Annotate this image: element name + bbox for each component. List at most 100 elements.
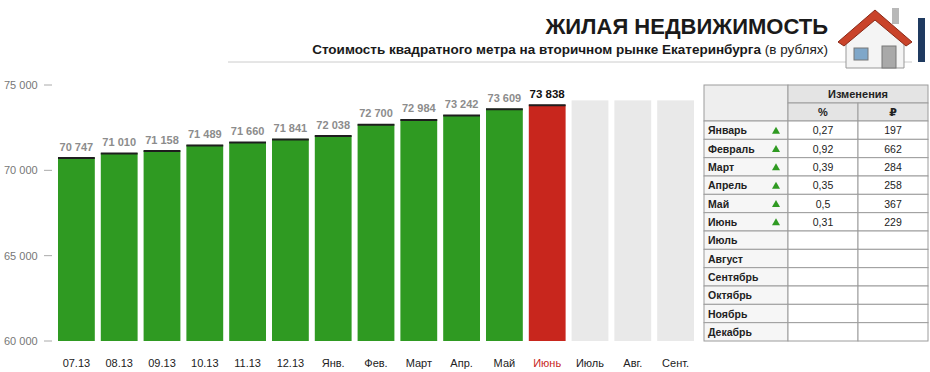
bar-cap	[101, 153, 138, 155]
table-label-cell	[704, 268, 788, 286]
table-row-label: Май	[708, 198, 729, 210]
table-value-cell	[788, 304, 858, 322]
y-tick-label: 70 000	[4, 164, 38, 176]
table-label-cell	[704, 139, 788, 157]
table-value-cell	[858, 304, 928, 322]
table-value-cell	[858, 121, 928, 139]
header-rule	[228, 62, 912, 63]
table-value-cell	[788, 286, 858, 304]
subtitle-main: Стоимость квадратного метра на вторичном…	[312, 42, 761, 57]
bar	[315, 136, 352, 341]
table-label-cell	[704, 213, 788, 231]
table-value-cell	[858, 139, 928, 157]
data-label: 73 609	[488, 92, 522, 104]
data-label: 71 489	[188, 128, 222, 140]
bar-cap	[58, 157, 95, 159]
trend-up-icon	[772, 218, 780, 225]
bar-cap	[529, 104, 566, 106]
trend-up-icon	[772, 163, 780, 170]
y-axis: 60 000 65 000 70 000 75 000	[4, 79, 52, 347]
table-value-cell	[788, 121, 858, 139]
chart-root: ЖИЛАЯ НЕДВИЖИМОСТЬСтоимость квадратного …	[0, 0, 930, 372]
table-value-cell	[788, 194, 858, 212]
table-value: 0,39	[813, 161, 834, 173]
table-row-label: Сентябрь	[708, 271, 759, 283]
bar	[229, 142, 266, 341]
bar-cap	[144, 150, 181, 152]
data-label: 73 838	[530, 88, 566, 100]
table-value: 0,31	[813, 216, 834, 228]
y-tick	[44, 255, 52, 256]
x-tick-label: 09.13	[148, 357, 176, 369]
data-label: 73 242	[445, 98, 479, 110]
data-label: 72 700	[359, 107, 393, 119]
table-label-cell	[704, 176, 788, 194]
bar	[443, 115, 480, 341]
y-tick-label: 75 000	[4, 79, 38, 91]
y-tick-label: 65 000	[4, 250, 38, 262]
bar	[358, 124, 395, 341]
x-tick-label: 11.13	[234, 357, 261, 369]
x-tick-label: Июнь	[533, 357, 561, 369]
house-icon	[838, 8, 912, 68]
y-tick	[44, 170, 52, 171]
data-label: 71 158	[145, 134, 179, 146]
x-tick-label: 12.13	[277, 357, 305, 369]
table-value: 662	[884, 143, 902, 155]
trend-up-icon	[772, 182, 780, 189]
table-label-cell	[704, 158, 788, 176]
bar-cap	[400, 119, 437, 121]
table-value: 0,35	[813, 179, 834, 191]
data-label: 72 984	[402, 102, 437, 114]
bar	[186, 145, 223, 341]
table-value-cell	[788, 268, 858, 286]
table-value-cell	[788, 323, 858, 341]
table-value-cell	[788, 213, 858, 231]
table-value: 284	[884, 161, 902, 173]
subtitle-unit: (в рублях)	[761, 42, 828, 57]
table-column-cell	[858, 103, 928, 121]
y-tick	[44, 85, 52, 86]
bar-cap	[186, 144, 223, 146]
table-value-cell	[858, 194, 928, 212]
bar	[144, 151, 181, 341]
table-row-label: Июль	[708, 234, 738, 246]
table-label-cell	[704, 286, 788, 304]
accent-bar	[918, 18, 925, 62]
y-tick-label: 60 000	[4, 335, 38, 347]
data-label: 71 010	[102, 136, 136, 148]
table-value: 0,27	[813, 124, 834, 136]
table-value-cell	[788, 176, 858, 194]
table-value: 197	[884, 124, 902, 136]
bar-cap	[229, 142, 266, 144]
trend-up-icon	[772, 145, 780, 152]
bar-cap	[443, 115, 480, 117]
bars	[58, 100, 694, 341]
bar-cap	[272, 138, 309, 140]
table-value: 0,5	[816, 198, 831, 210]
table-column-header: %	[818, 106, 828, 118]
data-labels: 70 74771 01071 15871 48971 66071 84172 0…	[60, 88, 566, 153]
table-row-label: Декабрь	[708, 326, 752, 338]
table-value-cell	[858, 323, 928, 341]
x-tick-label: Май	[494, 357, 516, 369]
placeholder-bar	[572, 100, 609, 341]
subtitle: Стоимость квадратного метра на вторичном…	[312, 42, 828, 57]
placeholder-bar	[614, 100, 651, 341]
table-value-cell	[858, 249, 928, 267]
table-value: 0,92	[813, 143, 834, 155]
table-header-cell	[788, 85, 928, 103]
x-tick-label: 10.13	[191, 357, 219, 369]
table-row-label: Октябрь	[708, 289, 753, 301]
bar	[400, 119, 437, 341]
x-tick-label: Сент.	[662, 357, 689, 369]
trend-up-icon	[772, 127, 780, 134]
table-row-label: Ноябрь	[708, 308, 748, 320]
bar-cap	[358, 124, 395, 126]
table-row-label: Апрель	[708, 179, 748, 191]
data-label: 70 747	[60, 141, 94, 153]
table-row-label: Июнь	[708, 216, 738, 228]
y-tick	[44, 341, 52, 342]
x-axis: 07.1308.1309.1310.1311.1312.13Янв.Фев.Ма…	[63, 357, 689, 369]
house-window	[854, 48, 868, 60]
